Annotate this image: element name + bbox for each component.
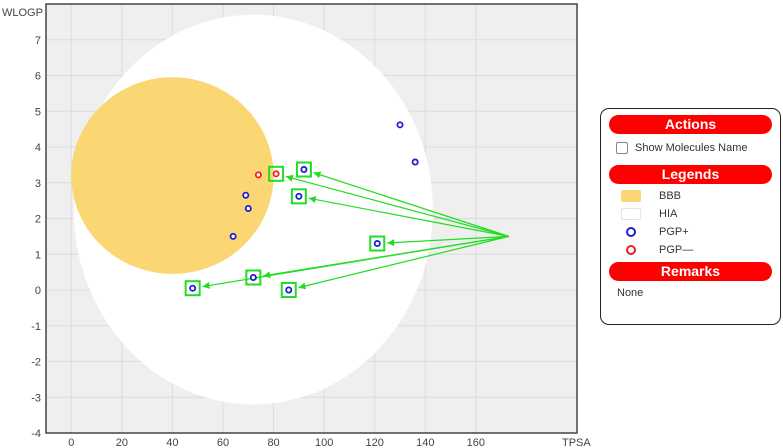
arrow-line [387,235,509,244]
legend-label: PGP+ [659,226,689,238]
pgp-plus-point [285,286,293,294]
pgp-plus-point [300,166,308,174]
bbb-region [71,77,274,274]
legend-marker [626,227,636,237]
actions-header: Actions [609,115,772,134]
highlight-box [280,282,297,298]
arrow-line [313,172,509,237]
arrow-line [285,175,509,237]
y-tick-label: 1 [35,249,41,261]
highlight-box [268,165,285,182]
legend-swatch [621,190,641,202]
pgp-plus-point [242,191,250,199]
arrow-head [285,174,294,182]
legend-marker-wrap [621,245,641,255]
pgp-plus-point [396,121,404,129]
x-tick-label: 140 [416,437,434,448]
pgp-plus-point [249,273,257,281]
plot-frame [45,3,578,434]
pgp-plus-point [411,158,419,166]
arrow-head [308,196,317,203]
y-tick-label: -4 [31,428,41,440]
remarks-header: Remarks [609,262,772,281]
legend-list: BBB HIA PGP+ PGP— [609,187,772,259]
legend-marker-wrap [621,227,641,237]
legend-label: BBB [659,190,682,202]
x-tick-label: 0 [68,437,74,448]
highlight-box [245,269,262,286]
side-panel: Actions Show Molecules Name Legends BBB H… [600,108,781,325]
x-tick-label: 40 [166,437,178,448]
legend-item: PGP+ [621,223,772,241]
highlight-box [290,188,307,205]
arrow-line [298,235,509,289]
y-tick-label: 3 [35,178,41,190]
x-tick-label: 120 [366,437,384,448]
y-tick-label: -3 [31,392,41,404]
arrows [202,171,509,290]
pgp-minus-point [272,170,280,178]
y-tick-label: 7 [35,35,41,47]
arrow-head [387,239,395,247]
show-names-label[interactable]: Show Molecules Name [635,142,748,154]
arrow-line [308,197,509,237]
y-tick-labels: -4 -3 -2 -1 0 1 2 3 4 5 6 7 [31,35,41,440]
pgp-minus-point [254,171,262,179]
y-tick-label: 2 [35,214,41,226]
remarks-text: None [617,287,644,299]
y-tick-label: 0 [35,285,41,297]
y-axis-title: WLOGP [2,7,43,19]
x-tick-label: 20 [116,437,128,448]
legend-label: HIA [659,208,678,220]
legend-swatch [621,208,641,220]
bioavailability-chart: 0 20 40 60 80 100 120 140 160 -4 -3 -2 -1 0 1 2 3 4 5 6 7 W… [2,3,591,448]
x-tick-label: 160 [467,437,485,448]
y-tick-label: 6 [35,71,41,83]
legend-item: HIA [621,205,772,223]
legend-item: PGP— [621,241,772,259]
legend-marker [626,245,636,255]
x-tick-label: 80 [267,437,279,448]
highlight-boxes [184,161,386,298]
legends-header: Legends [609,165,772,184]
highlight-box [369,235,386,252]
y-tick-label: -2 [31,357,41,369]
highlight-box [295,161,312,178]
pgp-plus-point [229,232,237,240]
highlight-box [184,280,201,297]
pgp-plus-point [373,240,381,248]
remarks-row: None [617,284,772,302]
show-names-checkbox[interactable] [616,142,628,154]
data-points [189,121,419,294]
x-tick-label: 60 [217,437,229,448]
show-names-row[interactable]: Show Molecules Name [609,139,772,157]
arrow-head [313,171,322,179]
arrow-head [202,282,210,289]
y-tick-label: -1 [31,321,41,333]
legend-item: BBB [621,187,772,205]
x-tick-label: 100 [315,437,333,448]
legend-label: PGP— [659,244,694,256]
y-tick-label: 5 [35,106,41,118]
x-tick-labels: 0 20 40 60 80 100 120 140 160 [68,437,485,448]
arrow-head [298,282,307,290]
y-tick-label: 4 [35,142,41,154]
regions [71,14,433,405]
pgp-plus-point [295,192,303,200]
pgp-plus-point [244,204,252,212]
arrow-head [263,271,271,279]
x-axis-title: TPSA [562,437,591,448]
pgp-plus-point [189,284,197,292]
